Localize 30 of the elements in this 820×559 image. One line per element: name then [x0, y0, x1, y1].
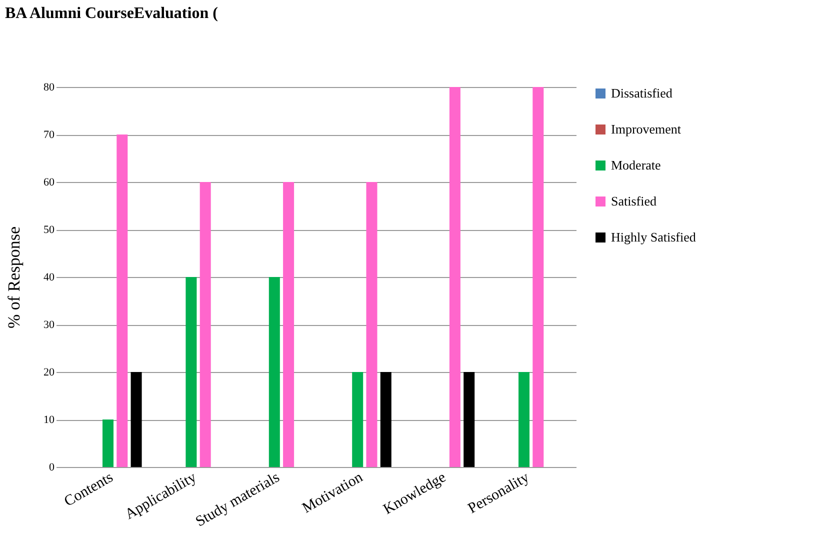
bar — [464, 372, 475, 467]
bar — [366, 182, 378, 467]
bar — [283, 182, 294, 467]
bar — [532, 87, 544, 467]
bar — [268, 277, 280, 467]
chart-title: BA Alumni CourseEvaluation ( — [5, 5, 218, 22]
y-tick-label: 0 — [49, 462, 55, 474]
y-tick-label: 60 — [44, 176, 55, 188]
legend-label: Dissatisfied — [611, 86, 673, 100]
bar — [102, 420, 114, 467]
y-tick-label: 70 — [44, 129, 55, 141]
bar — [518, 372, 530, 467]
y-tick-label: 40 — [44, 272, 55, 284]
bar — [200, 182, 211, 467]
y-tick-label: 30 — [44, 319, 55, 331]
bar — [380, 372, 392, 467]
y-tick-label: 10 — [44, 414, 55, 426]
bar — [116, 134, 128, 467]
bar — [186, 277, 197, 467]
y-tick-label: 50 — [44, 224, 55, 236]
bar — [130, 372, 142, 467]
legend-label: Highly Satisfied — [611, 230, 696, 244]
legend-label: Satisfied — [611, 194, 657, 208]
y-tick-label: 80 — [44, 82, 55, 94]
bar — [352, 372, 364, 467]
y-tick-label: 20 — [44, 366, 55, 378]
legend-label: Moderate — [611, 158, 662, 172]
y-axis-title: % of Response — [4, 226, 24, 328]
legend-label: Improvement — [611, 122, 682, 136]
bar — [449, 87, 460, 467]
